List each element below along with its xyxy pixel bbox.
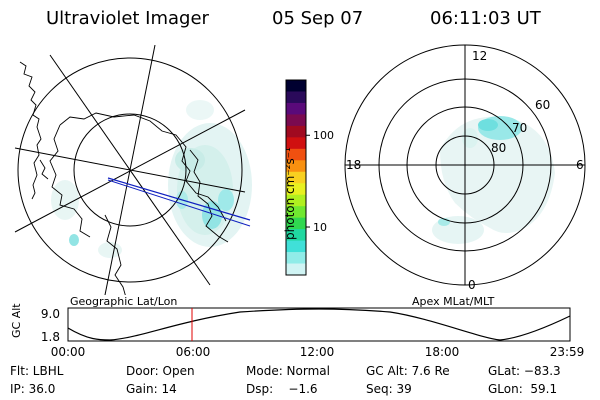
altitude-plot-frame bbox=[68, 308, 570, 341]
info-door: Door: Open bbox=[126, 364, 195, 378]
mlt-label-0: 0 bbox=[468, 278, 476, 292]
mlt-label-18: 18 bbox=[346, 158, 361, 172]
info-gc-alt: GC Alt: 7.6 Re bbox=[366, 364, 450, 378]
info-dsp: Dsp: −1.6 bbox=[246, 382, 318, 396]
info-ip: IP: 36.0 bbox=[10, 382, 55, 396]
info-glat: GLat: −83.3 bbox=[488, 364, 561, 378]
mlat-label-60: 60 bbox=[535, 98, 550, 112]
ytick-1-8: 1.8 bbox=[41, 330, 60, 344]
ytick-9: 9.0 bbox=[41, 307, 60, 321]
info-gain: Gain: 14 bbox=[126, 382, 177, 396]
xtick-1800: 18:00 bbox=[425, 345, 460, 359]
mlt-label-12: 12 bbox=[472, 49, 487, 63]
mlat-label-80: 80 bbox=[491, 141, 506, 155]
altitude-ylabel: GC Alt bbox=[10, 303, 23, 338]
xtick-0000: 00:00 bbox=[51, 345, 86, 359]
xtick-0600: 06:00 bbox=[176, 345, 211, 359]
aurora-emission-apex bbox=[432, 116, 555, 244]
xtick-1200: 12:00 bbox=[300, 345, 335, 359]
mlt-label-6: 6 bbox=[576, 158, 584, 172]
info-seq: Seq: 39 bbox=[366, 382, 412, 396]
mlt-axes bbox=[345, 45, 585, 285]
xtick-2359: 23:59 bbox=[550, 345, 585, 359]
info-glon: GLon: 59.1 bbox=[488, 382, 557, 396]
mlat-label-70: 70 bbox=[512, 121, 527, 135]
altitude-strip-plot: 9.0 1.8 GC Alt 00:00 06:00 12:00 18:00 2… bbox=[0, 300, 600, 360]
altitude-curve bbox=[68, 309, 570, 340]
info-flt: Flt: LBHL bbox=[10, 364, 63, 378]
info-mode: Mode: Normal bbox=[246, 364, 330, 378]
